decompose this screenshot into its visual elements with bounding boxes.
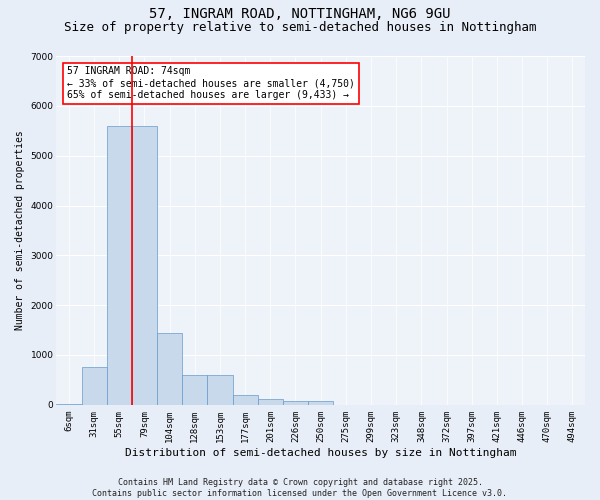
Bar xyxy=(157,332,182,405)
Bar xyxy=(233,395,258,405)
Y-axis label: Number of semi-detached properties: Number of semi-detached properties xyxy=(15,130,25,330)
Bar xyxy=(107,126,132,405)
X-axis label: Distribution of semi-detached houses by size in Nottingham: Distribution of semi-detached houses by … xyxy=(125,448,517,458)
Bar xyxy=(208,375,233,405)
Bar xyxy=(132,126,157,405)
Text: Contains HM Land Registry data © Crown copyright and database right 2025.
Contai: Contains HM Land Registry data © Crown c… xyxy=(92,478,508,498)
Text: Size of property relative to semi-detached houses in Nottingham: Size of property relative to semi-detach… xyxy=(64,21,536,34)
Text: 57, INGRAM ROAD, NOTTINGHAM, NG6 9GU: 57, INGRAM ROAD, NOTTINGHAM, NG6 9GU xyxy=(149,8,451,22)
Text: 57 INGRAM ROAD: 74sqm
← 33% of semi-detached houses are smaller (4,750)
65% of s: 57 INGRAM ROAD: 74sqm ← 33% of semi-deta… xyxy=(67,66,355,100)
Bar xyxy=(182,375,208,405)
Bar xyxy=(258,398,283,405)
Bar xyxy=(283,401,308,405)
Bar xyxy=(82,368,107,405)
Bar xyxy=(308,402,333,405)
